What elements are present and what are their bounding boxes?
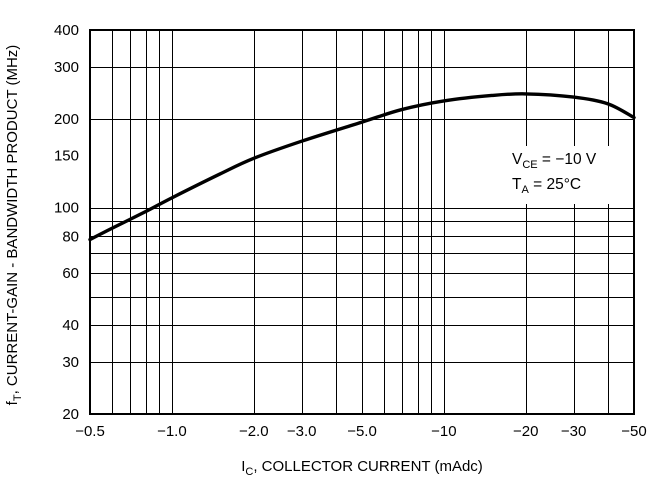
- x-tick-label: −30: [561, 423, 586, 440]
- y-tick-label: 60: [62, 265, 79, 282]
- y-tick-label: 20: [62, 406, 79, 423]
- y-tick-label: 40: [62, 317, 79, 334]
- legend-line-ta: TA = 25°C: [512, 176, 581, 196]
- plot-frame: [89, 29, 635, 415]
- x-tick-label: −50: [621, 423, 646, 440]
- legend-background: [500, 146, 622, 204]
- y-tick-label: 300: [54, 59, 79, 76]
- y-tick-label: 400: [54, 22, 79, 39]
- conditions-legend: VCE = −10 V TA = 25°C: [500, 146, 622, 204]
- series-layer: [88, 92, 636, 242]
- x-tick-label: −10: [431, 423, 456, 440]
- y-tick-label: 200: [54, 111, 79, 128]
- x-tick-label: −1.0: [157, 423, 187, 440]
- x-axis-label: IC, COLLECTOR CURRENT (mAdc): [241, 458, 483, 478]
- x-tick-label: −5.0: [347, 423, 377, 440]
- tick-labels: −0.5 −1.0 −2.0 −3.0 −5.0 −10 −20 −30 −50 20 30 40 60…: [54, 22, 647, 440]
- ft-curve: [88, 92, 636, 242]
- y-tick-label: 80: [62, 228, 79, 245]
- x-tick-label: −3.0: [287, 423, 317, 440]
- y-tick-label: 100: [54, 200, 79, 217]
- grid-lines: [90, 30, 635, 415]
- y-axis-label: fT, CURRENT-GAIN - BANDWIDTH PRODUCT (MH…: [4, 45, 24, 406]
- x-tick-label: −20: [513, 423, 538, 440]
- legend-line-vce: VCE = −10 V: [512, 151, 597, 171]
- x-tick-label: −0.5: [75, 423, 105, 440]
- y-tick-label: 150: [54, 148, 79, 165]
- plot-border: [89, 29, 635, 415]
- y-tick-label: 30: [62, 354, 79, 371]
- x-tick-label: −2.0: [239, 423, 269, 440]
